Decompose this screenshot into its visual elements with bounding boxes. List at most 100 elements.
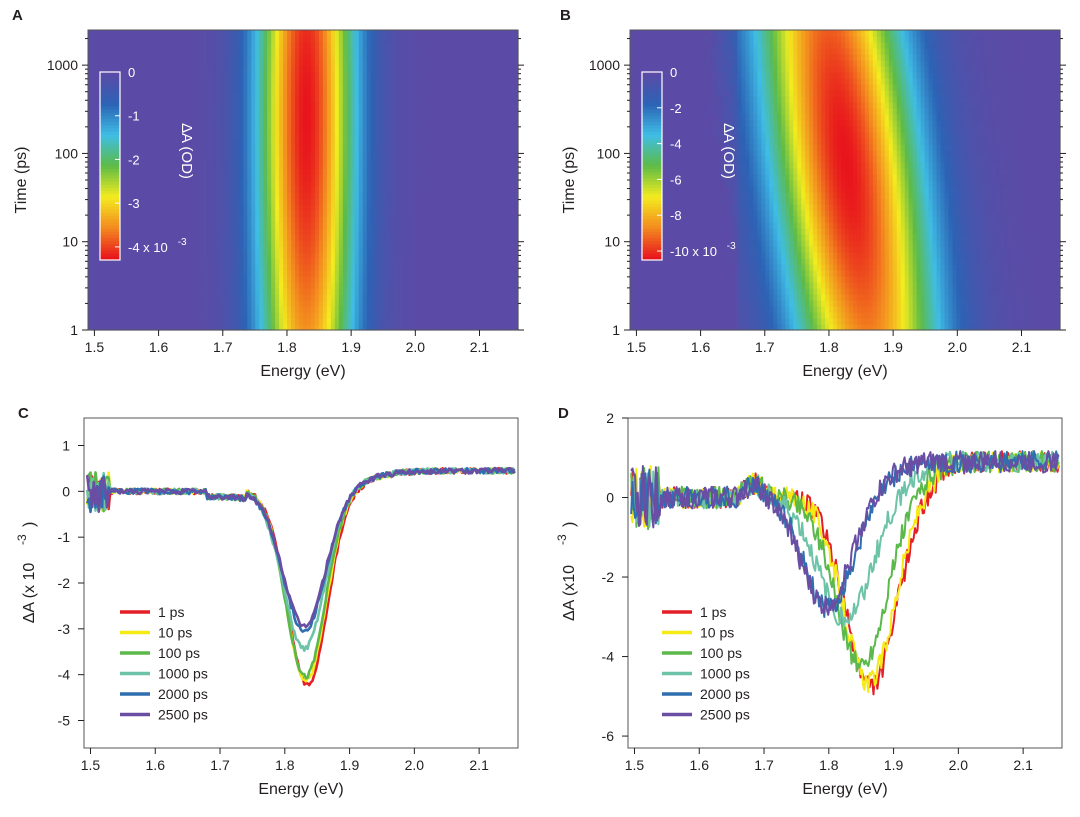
heatmap-cell bbox=[394, 216, 400, 223]
heatmap-cell bbox=[450, 90, 455, 97]
heatmap-cell bbox=[231, 186, 236, 193]
heatmap-cell bbox=[326, 246, 332, 253]
heatmap-cell bbox=[143, 204, 149, 211]
heatmap-cell bbox=[207, 66, 213, 73]
heatmap-cell bbox=[442, 198, 447, 205]
heatmap-cell bbox=[267, 150, 272, 157]
heatmap-cell bbox=[330, 126, 336, 133]
heatmap-cell bbox=[267, 174, 272, 181]
heatmap-cell bbox=[438, 108, 443, 115]
heatmap-cell bbox=[175, 222, 181, 229]
heatmap-cell bbox=[410, 186, 416, 193]
heatmap-cell bbox=[346, 264, 352, 271]
heatmap-cell bbox=[183, 114, 189, 121]
heatmap-cell bbox=[179, 150, 185, 157]
heatmap-cell bbox=[490, 234, 495, 241]
heatmap-cell bbox=[350, 90, 356, 97]
heatmap-cell bbox=[279, 240, 284, 247]
heatmap-cell bbox=[159, 276, 165, 283]
heatmap-cell bbox=[223, 138, 228, 145]
heatmap-cell bbox=[187, 156, 193, 163]
heatmap-cell bbox=[88, 150, 93, 157]
heatmap-cell bbox=[510, 66, 515, 73]
heatmap-cell bbox=[374, 276, 380, 283]
heatmap-cell bbox=[211, 282, 217, 289]
heatmap-cell bbox=[203, 126, 209, 133]
heatmap-cell bbox=[95, 66, 101, 73]
heatmap-cell bbox=[135, 318, 141, 325]
heatmap-cell bbox=[318, 90, 324, 97]
heatmap-cell bbox=[279, 168, 284, 175]
heatmap-cell bbox=[119, 198, 125, 205]
heatmap-cell bbox=[310, 78, 316, 85]
heatmap-cell bbox=[99, 66, 105, 73]
heatmap-cell bbox=[271, 216, 276, 223]
heatmap-cell bbox=[318, 216, 324, 223]
heatmap-cell bbox=[354, 258, 360, 265]
heatmap-cell bbox=[438, 270, 443, 277]
heatmap-cell bbox=[207, 150, 213, 157]
heatmap-cell bbox=[283, 276, 288, 283]
heatmap-cell bbox=[139, 282, 145, 289]
heatmap-cell bbox=[199, 276, 205, 283]
heatmap-cell bbox=[318, 108, 324, 115]
heatmap-cell bbox=[446, 90, 451, 97]
heatmap-cell bbox=[88, 204, 93, 211]
heatmap-cell bbox=[430, 282, 435, 289]
heatmap-cell bbox=[490, 258, 495, 265]
heatmap-cell bbox=[263, 120, 268, 127]
heatmap-cell bbox=[510, 216, 515, 223]
heatmap-cell bbox=[322, 84, 328, 91]
heatmap-cell bbox=[470, 162, 475, 169]
heatmap-cell bbox=[406, 120, 412, 127]
heatmap-cell bbox=[494, 216, 499, 223]
heatmap-cell bbox=[211, 258, 217, 265]
heatmap-cell bbox=[95, 144, 101, 151]
heatmap-cell bbox=[418, 240, 424, 247]
heatmap-cell bbox=[426, 318, 432, 325]
heatmap-cell bbox=[314, 156, 320, 163]
heatmap-cell bbox=[378, 138, 384, 145]
heatmap-cell bbox=[175, 132, 181, 139]
heatmap-cell bbox=[88, 102, 93, 109]
heatmap-cell bbox=[346, 258, 352, 265]
heatmap-cell bbox=[159, 264, 165, 271]
heatmap-cell bbox=[119, 150, 125, 157]
heatmap-cell bbox=[466, 192, 471, 199]
heatmap-cell bbox=[382, 216, 388, 223]
heatmap-cell bbox=[88, 288, 93, 295]
heatmap-cell bbox=[203, 132, 209, 139]
heatmap-cell bbox=[211, 198, 217, 205]
heatmap-cell bbox=[354, 132, 360, 139]
heatmap-cell bbox=[422, 114, 428, 121]
heatmap-cell bbox=[199, 114, 205, 121]
heatmap-cell bbox=[283, 162, 288, 169]
heatmap-cell bbox=[374, 216, 380, 223]
heatmap-cell bbox=[291, 234, 296, 241]
heatmap-cell bbox=[358, 156, 364, 163]
heatmap-cell bbox=[215, 84, 220, 91]
heatmap-cell bbox=[299, 264, 304, 271]
heatmap-cell bbox=[366, 264, 372, 271]
heatmap-cell bbox=[478, 78, 483, 85]
heatmap-cell bbox=[482, 180, 487, 187]
heatmap-cell bbox=[482, 222, 487, 229]
heatmap-cell bbox=[462, 252, 467, 259]
heatmap-cell bbox=[442, 72, 447, 79]
heatmap-cell bbox=[211, 318, 217, 325]
heatmap-cell bbox=[131, 150, 137, 157]
heatmap-cell bbox=[291, 216, 296, 223]
heatmap-cell bbox=[283, 282, 288, 289]
heatmap-cell bbox=[223, 168, 228, 175]
heatmap-cell bbox=[414, 54, 420, 61]
heatmap-cell bbox=[299, 60, 304, 67]
heatmap-cell bbox=[430, 144, 435, 151]
heatmap-cell bbox=[88, 252, 93, 259]
heatmap-cell bbox=[334, 318, 340, 325]
heatmap-cell bbox=[426, 282, 432, 289]
heatmap-cell bbox=[362, 258, 368, 265]
heatmap-cell bbox=[191, 306, 197, 313]
heatmap-cell bbox=[438, 240, 443, 247]
heatmap-cell bbox=[175, 288, 181, 295]
heatmap-cell bbox=[175, 246, 181, 253]
